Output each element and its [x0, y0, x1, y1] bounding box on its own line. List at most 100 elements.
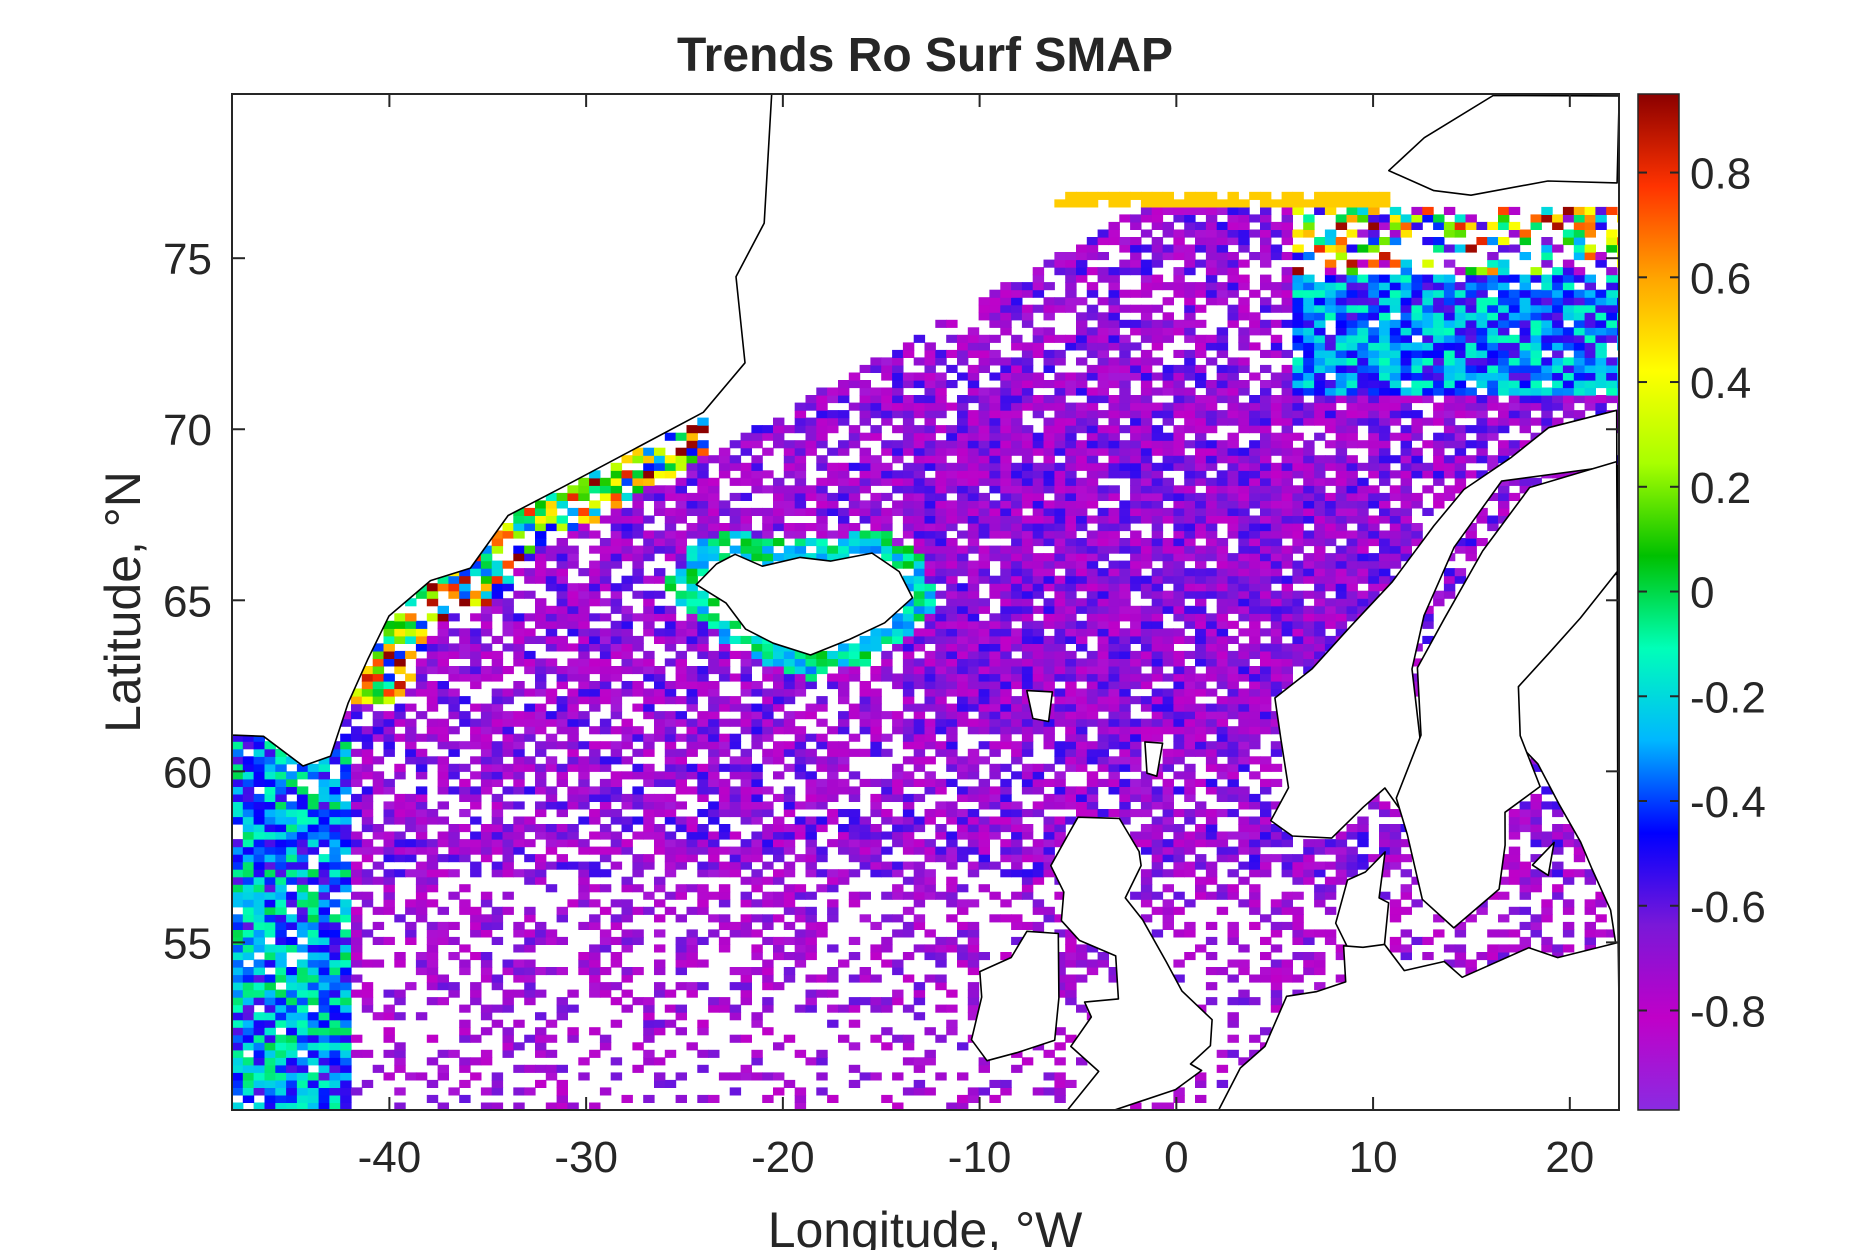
heatmap-cell	[632, 936, 644, 945]
heatmap-cell	[578, 523, 590, 532]
heatmap-cell	[296, 1064, 309, 1073]
heatmap-cell	[1270, 741, 1283, 750]
heatmap-cell	[524, 959, 536, 968]
heatmap-cell	[1238, 673, 1250, 682]
heatmap-cell	[1151, 523, 1164, 532]
heatmap-cell	[989, 477, 1001, 486]
heatmap-cell	[502, 967, 514, 976]
heatmap-cell	[1205, 620, 1218, 629]
heatmap-cell	[1108, 650, 1120, 659]
heatmap-cell	[967, 696, 980, 705]
heatmap-cell	[1043, 906, 1055, 915]
heatmap-cell	[675, 650, 687, 659]
heatmap-cell	[556, 831, 568, 840]
heatmap-cell	[535, 929, 547, 938]
heatmap-cell	[1184, 681, 1196, 690]
heatmap-cell	[967, 899, 980, 908]
heatmap-cell	[967, 500, 980, 509]
heatmap-cell	[924, 666, 936, 675]
heatmap-cell	[524, 869, 536, 878]
heatmap-cell	[567, 899, 579, 908]
heatmap-cell	[1032, 801, 1045, 810]
heatmap-cell	[1270, 650, 1283, 659]
heatmap-cell	[957, 477, 969, 486]
heatmap-cell	[1032, 899, 1045, 908]
heatmap-cell	[957, 635, 969, 644]
heatmap-cell	[773, 485, 785, 494]
heatmap-cell	[1119, 538, 1131, 547]
heatmap-cell	[242, 982, 255, 991]
heatmap-cell	[654, 696, 666, 705]
heatmap-cell	[762, 470, 774, 479]
heatmap-cell	[513, 974, 525, 983]
heatmap-cell	[718, 673, 731, 682]
heatmap-cell	[1162, 560, 1174, 569]
heatmap-cell	[459, 568, 471, 577]
heatmap-cell	[470, 643, 482, 652]
heatmap-cell	[459, 1034, 471, 1043]
heatmap-cell	[1000, 801, 1012, 810]
heatmap-cell	[340, 839, 352, 848]
heatmap-cell	[697, 681, 709, 690]
heatmap-cell	[902, 921, 915, 930]
heatmap-cell	[654, 876, 666, 885]
heatmap-cell	[1368, 538, 1380, 547]
heatmap-cell	[329, 786, 341, 795]
heatmap-cell	[870, 974, 882, 983]
heatmap-cell	[1195, 492, 1207, 501]
heatmap-cell	[426, 809, 439, 818]
heatmap-cell	[1433, 590, 1445, 599]
heatmap-cell	[253, 763, 265, 772]
heatmap-cell	[1368, 590, 1380, 599]
heatmap-cell	[1205, 613, 1218, 622]
heatmap-cell	[1498, 891, 1510, 900]
heatmap-cell	[1054, 545, 1066, 554]
heatmap-cell	[643, 778, 655, 787]
heatmap-cell	[957, 952, 969, 961]
heatmap-cell	[1260, 523, 1272, 532]
heatmap-cell	[816, 854, 828, 863]
heatmap-cell	[318, 876, 330, 885]
heatmap-cell	[1346, 598, 1358, 607]
heatmap-cell	[599, 982, 612, 991]
heatmap-cell	[1324, 929, 1337, 938]
heatmap-cell	[838, 839, 850, 848]
heatmap-cell	[708, 598, 720, 607]
heatmap-cell	[1303, 553, 1315, 562]
heatmap-cell	[329, 1064, 341, 1073]
heatmap-cell	[329, 884, 341, 893]
heatmap-cell	[383, 1072, 395, 1081]
heatmap-cell	[740, 477, 752, 486]
heatmap-cell	[632, 530, 644, 539]
heatmap-cell	[697, 538, 709, 547]
heatmap-cell	[967, 839, 980, 848]
heatmap-cell	[1000, 583, 1012, 592]
heatmap-cell	[1260, 598, 1272, 607]
heatmap-cell	[535, 681, 547, 690]
heatmap-cell	[340, 914, 352, 923]
heatmap-cell	[599, 831, 612, 840]
heatmap-cell	[848, 643, 861, 652]
heatmap-cell	[751, 967, 763, 976]
heatmap-cell	[1011, 583, 1023, 592]
heatmap-cell	[296, 816, 309, 825]
heatmap-cell	[415, 816, 428, 825]
heatmap-cell	[762, 507, 774, 516]
heatmap-cell	[805, 1057, 817, 1066]
heatmap-cell	[859, 538, 871, 547]
heatmap-cell	[621, 989, 633, 998]
heatmap-cell	[783, 530, 796, 539]
heatmap-cell	[675, 545, 687, 554]
heatmap-cell	[340, 861, 352, 870]
heatmap-cell	[286, 801, 298, 810]
heatmap-cell	[286, 989, 298, 998]
heatmap-cell	[491, 906, 504, 915]
heatmap-cell	[1130, 726, 1142, 735]
heatmap-cell	[773, 876, 785, 885]
heatmap-cell	[1000, 763, 1012, 772]
heatmap-cell	[729, 696, 742, 705]
heatmap-cell	[578, 793, 590, 802]
heatmap-cell	[1195, 477, 1207, 486]
heatmap-cell	[870, 515, 882, 524]
heatmap-cell	[1227, 523, 1239, 532]
